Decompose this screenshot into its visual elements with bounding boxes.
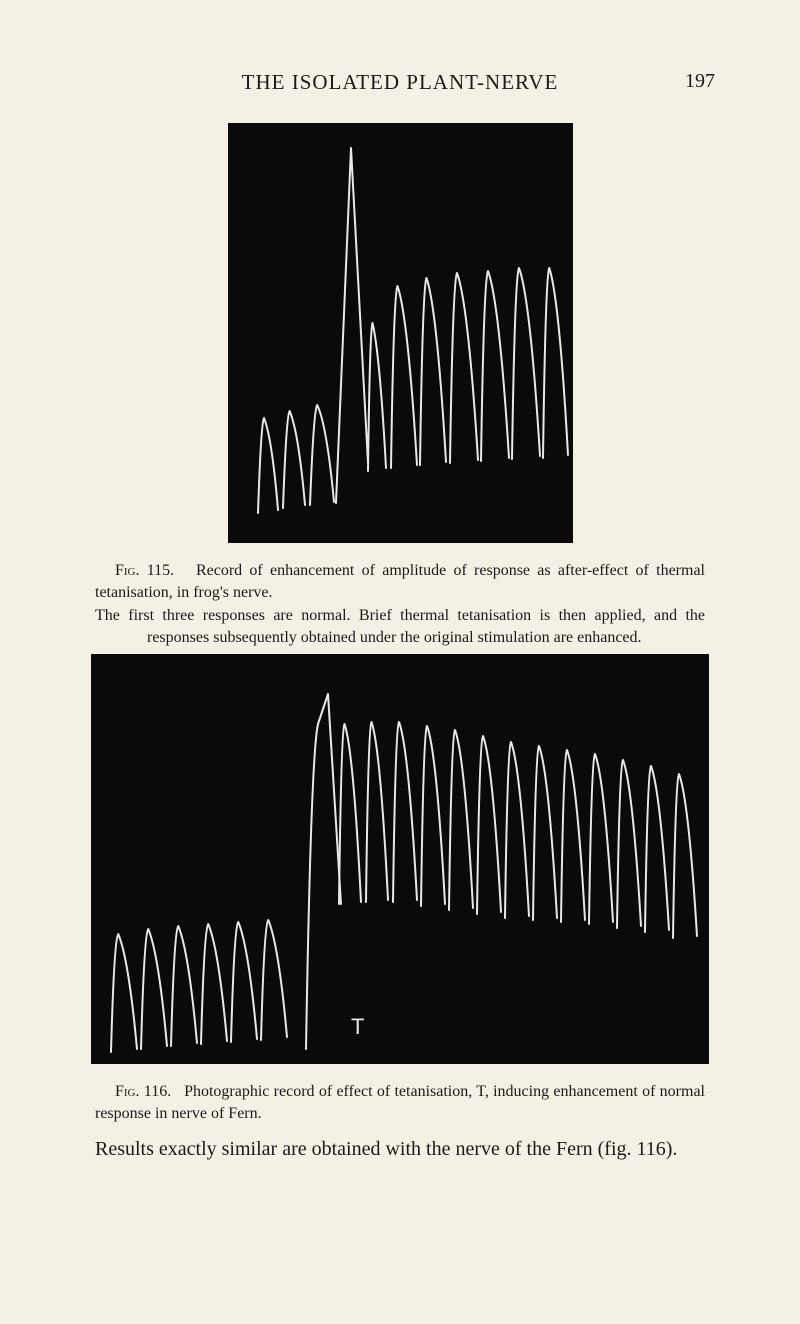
running-title: THE ISOLATED PLANT-NERVE	[242, 70, 559, 95]
figure-116-caption-main: Fig. 116. Photographic record of effect …	[95, 1081, 705, 1124]
figure-115-label: Fig. 115.	[115, 562, 174, 579]
figure-115-caption-main: Fig. 115. Record of enhancement of ampli…	[95, 560, 705, 603]
figure-115: Fig. 115. Record of enhancement of ampli…	[85, 123, 715, 648]
tetanus-t-label: T	[351, 1014, 364, 1040]
figure-115-caption-text: Record of enhancement of amplitude of re…	[95, 562, 705, 601]
body-paragraph: Results exactly similar are obtained wit…	[95, 1135, 705, 1164]
figure-116-caption-text: Photographic record of effect of tetanis…	[95, 1083, 705, 1122]
figure-115-image	[228, 123, 573, 543]
figure-116-image: T	[91, 654, 709, 1064]
page-number: 197	[685, 70, 715, 93]
figure-116-label: Fig. 116.	[115, 1083, 171, 1100]
figure-116: T Fig. 116. Photographic record of effec…	[85, 648, 715, 1124]
figure-115-caption-sub: The first three responses are normal. Br…	[95, 605, 705, 648]
page-header: THE ISOLATED PLANT-NERVE 197	[85, 70, 715, 95]
